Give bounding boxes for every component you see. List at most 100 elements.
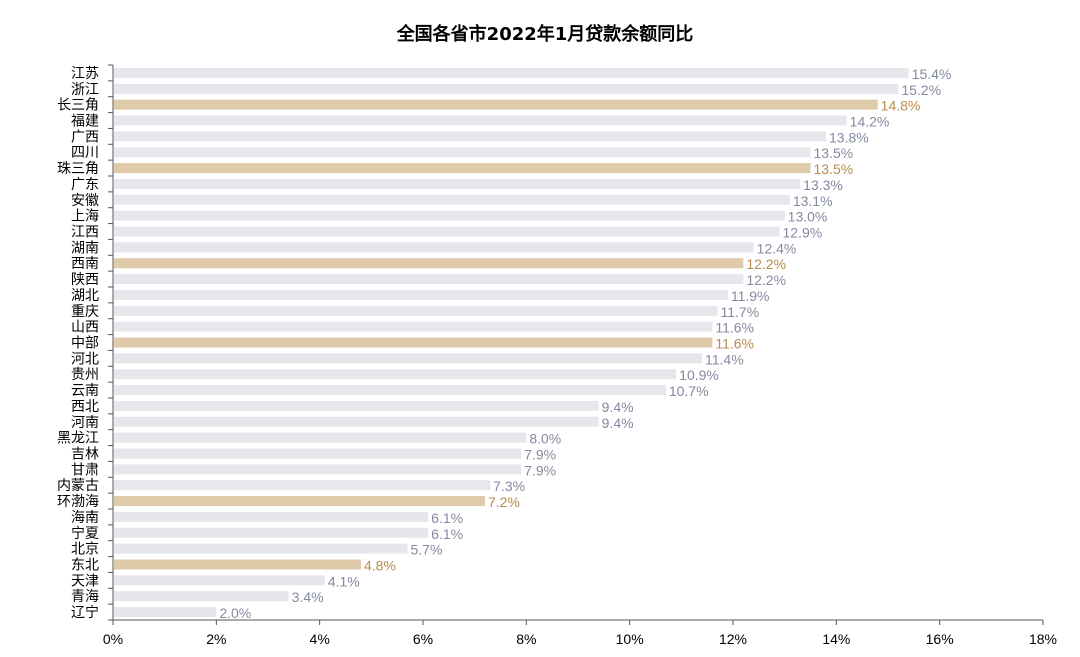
bar-甘肃 — [114, 464, 522, 475]
category-label: 安徽 — [71, 193, 99, 209]
bar-海南 — [114, 511, 429, 522]
x-tick-label: 12% — [719, 631, 747, 647]
value-label: 6.1% — [431, 526, 463, 542]
bar-山西 — [114, 321, 713, 332]
value-label: 11.9% — [731, 288, 770, 304]
category-label: 上海 — [71, 209, 99, 225]
category-label: 吉林 — [71, 447, 99, 463]
bar-宁夏 — [114, 527, 429, 538]
bar-云南 — [114, 385, 666, 396]
bar-福建 — [114, 115, 847, 126]
value-label: 13.1% — [793, 193, 833, 209]
value-label: 11.4% — [705, 351, 744, 367]
value-label: 9.4% — [602, 399, 634, 415]
value-label: 7.2% — [488, 494, 520, 510]
bar-珠三角 — [114, 163, 811, 174]
bar-黑龙江 — [114, 432, 527, 443]
bar-湖北 — [114, 289, 728, 300]
category-label: 东北 — [71, 558, 99, 574]
category-label: 陕西 — [71, 272, 99, 288]
bar-河南 — [114, 416, 599, 427]
bar-四川 — [114, 147, 811, 158]
x-tick-label: 2% — [206, 631, 226, 647]
category-label: 福建 — [71, 114, 99, 130]
x-tick-label: 10% — [616, 631, 644, 647]
bar-广东 — [114, 178, 801, 189]
category-label: 西北 — [71, 399, 99, 415]
bar-天津 — [114, 575, 325, 586]
bar-西南 — [114, 258, 744, 269]
category-label: 宁夏 — [71, 525, 99, 542]
category-label: 黑龙江 — [57, 431, 99, 447]
value-label: 11.6% — [715, 320, 754, 336]
x-tick-label: 16% — [926, 631, 954, 647]
value-label: 3.4% — [292, 589, 324, 605]
category-label: 河北 — [71, 351, 99, 367]
value-label: 4.8% — [364, 558, 396, 574]
bar-环渤海 — [114, 496, 485, 507]
x-tick-label: 6% — [413, 631, 433, 647]
category-label: 中部 — [71, 336, 99, 352]
bar-上海 — [114, 210, 785, 221]
value-label: 12.2% — [746, 272, 786, 288]
x-tick-label: 18% — [1029, 631, 1057, 647]
value-label: 4.1% — [328, 573, 360, 589]
value-label: 12.4% — [757, 240, 797, 256]
value-label: 13.5% — [814, 145, 854, 161]
category-label: 云南 — [71, 383, 99, 399]
bar-东北 — [114, 559, 361, 570]
value-label: 2.0% — [219, 605, 251, 621]
bar-江西 — [114, 226, 780, 237]
x-tick-label: 14% — [822, 631, 850, 647]
bar-河北 — [114, 353, 702, 364]
category-label: 辽宁 — [71, 604, 99, 621]
category-label: 重庆 — [71, 304, 99, 320]
chart-title: 全国各省市2022年1月贷款余额同比 — [396, 23, 694, 45]
category-label: 内蒙古 — [57, 478, 99, 494]
category-label: 长三角 — [57, 98, 99, 114]
value-label: 6.1% — [431, 510, 463, 526]
category-label: 广西 — [71, 129, 99, 145]
x-tick-label: 8% — [516, 631, 536, 647]
bar-江苏 — [114, 67, 909, 78]
value-label: 15.2% — [901, 82, 941, 98]
bar-辽宁 — [114, 607, 217, 618]
bar-中部 — [114, 337, 713, 348]
x-tick-label: 4% — [310, 631, 330, 647]
value-label: 11.6% — [715, 336, 754, 352]
value-label: 11.7% — [721, 304, 760, 320]
bar-长三角 — [114, 99, 878, 110]
category-label: 青海 — [71, 589, 99, 605]
bar-湖南 — [114, 242, 754, 253]
category-label: 江西 — [71, 225, 99, 241]
category-label: 河南 — [71, 415, 99, 431]
value-label: 12.9% — [783, 225, 823, 241]
category-label: 广东 — [71, 177, 99, 193]
value-label: 10.7% — [669, 383, 709, 399]
bar-广西 — [114, 131, 826, 142]
bar-重庆 — [114, 305, 718, 316]
category-labels: 江苏浙江长三角福建广西四川珠三角广东安徽上海江西湖南西南陕西湖北重庆山西中部河北… — [57, 66, 99, 621]
category-label: 湖南 — [71, 240, 99, 256]
category-label: 浙江 — [71, 82, 99, 98]
axes — [108, 64, 1044, 625]
value-label: 7.9% — [524, 462, 556, 478]
category-label: 北京 — [71, 542, 99, 558]
category-label: 环渤海 — [57, 494, 99, 510]
bar-浙江 — [114, 83, 899, 94]
value-label: 7.9% — [524, 447, 556, 463]
bar-北京 — [114, 543, 408, 554]
value-label: 14.8% — [881, 98, 921, 114]
category-label: 江苏 — [71, 66, 99, 82]
category-label: 天津 — [71, 573, 99, 589]
category-label: 西南 — [71, 256, 99, 272]
value-label: 5.7% — [411, 542, 443, 558]
bar-贵州 — [114, 369, 677, 380]
value-label: 7.3% — [493, 478, 525, 494]
value-label: 13.8% — [829, 129, 869, 145]
bar-西北 — [114, 400, 599, 411]
value-label: 10.9% — [679, 367, 719, 383]
bar-内蒙古 — [114, 480, 491, 491]
category-label: 甘肃 — [71, 462, 99, 478]
